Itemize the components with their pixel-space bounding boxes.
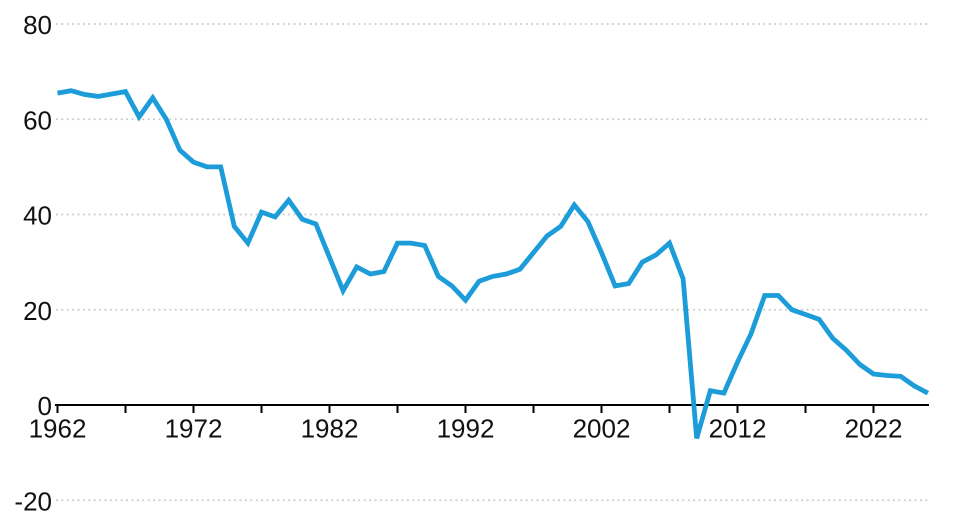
y-axis-label-40: 40 [23, 201, 52, 231]
x-axis-label-1972: 1972 [165, 414, 223, 444]
y-axis-label--20: -20 [14, 486, 52, 516]
x-axis-label-2022: 2022 [845, 414, 903, 444]
y-axis-label-60: 60 [23, 105, 52, 135]
y-axis-label-20: 20 [23, 296, 52, 326]
y-axis-label-0: 0 [38, 391, 52, 421]
data-series-line [57, 88, 930, 439]
y-axis-label-80: 80 [23, 10, 52, 40]
x-axis-label-1962: 1962 [29, 414, 87, 444]
x-axis-label-1992: 1992 [437, 414, 495, 444]
x-axis-label-1982: 1982 [301, 414, 359, 444]
x-axis-label-2002: 2002 [573, 414, 631, 444]
x-axis-label-2012: 2012 [709, 414, 767, 444]
